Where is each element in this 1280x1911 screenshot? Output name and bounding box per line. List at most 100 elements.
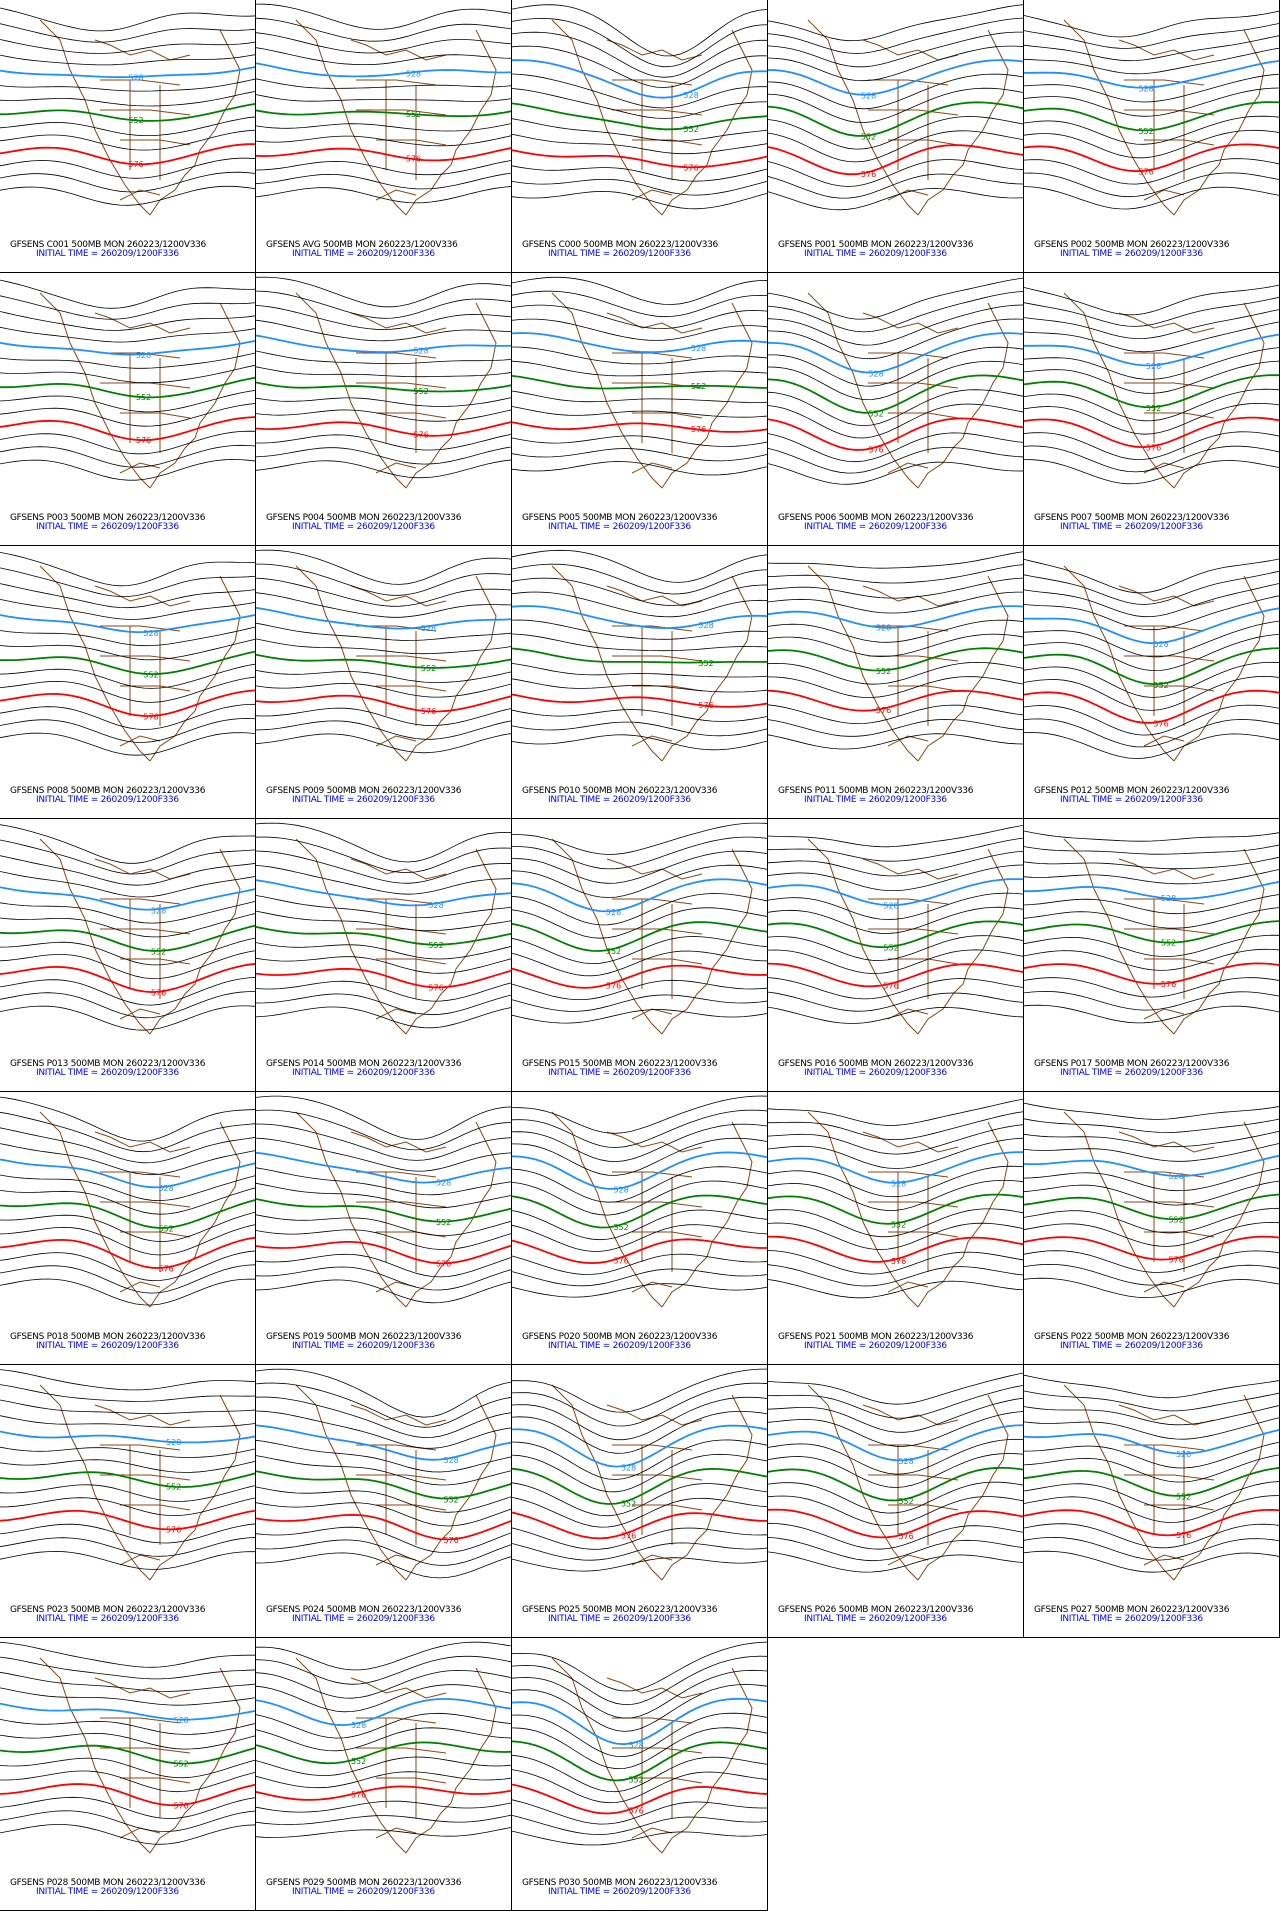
height-contour-map: 528 552 576 — [768, 1372, 1023, 1581]
contour-line — [0, 567, 255, 597]
contour-line — [1024, 158, 1279, 185]
contour-576 — [256, 967, 511, 989]
contour-528 — [1024, 1429, 1279, 1455]
contour-line — [768, 619, 1023, 643]
coastline-borders — [39, 19, 241, 216]
contour-line — [768, 564, 1023, 584]
coastline-borders — [39, 838, 241, 1035]
contour-label: 528 — [443, 1456, 458, 1465]
contour-552 — [768, 647, 1023, 672]
contour-line — [0, 364, 255, 384]
contour-528 — [512, 878, 767, 913]
contour-line — [512, 907, 767, 939]
coastline-borders — [551, 565, 753, 762]
contour-line — [768, 733, 1023, 750]
contour-528 — [256, 1151, 511, 1184]
contour-line — [0, 1770, 255, 1793]
contour-line — [0, 663, 255, 689]
contour-line — [0, 1687, 255, 1706]
contour-line — [256, 1229, 511, 1250]
contour-528 — [256, 62, 511, 78]
contour-line — [1024, 1277, 1279, 1299]
contour-line — [1024, 1207, 1279, 1234]
contour-line — [256, 1137, 511, 1172]
contour-line — [0, 458, 255, 481]
contour-line — [256, 956, 511, 974]
contour-552 — [0, 650, 255, 676]
contour-line — [1024, 894, 1279, 915]
contour-label: 552 — [613, 1223, 628, 1232]
contour-528 — [512, 1151, 767, 1190]
contour-line — [512, 864, 767, 898]
contour-552 — [512, 102, 767, 131]
contour-line — [768, 1208, 1023, 1238]
contour-label: 552 — [406, 110, 421, 119]
contour-line — [768, 661, 1023, 685]
panel-title: GFSENS P004 500MB MON 260223/1200V336 — [266, 513, 462, 523]
contour-576 — [256, 1241, 511, 1265]
contour-line — [512, 1368, 767, 1413]
contour-528 — [256, 1698, 511, 1727]
contour-line — [512, 1109, 767, 1148]
contour-line — [1024, 1118, 1279, 1133]
height-contour-map: 528 552 576 — [512, 822, 767, 1035]
contour-label: 552 — [128, 116, 143, 125]
contour-label: 552 — [1153, 681, 1168, 690]
panel-title: GFSENS P027 500MB MON 260223/1200V336 — [1034, 1605, 1230, 1615]
coastline-borders — [295, 1657, 497, 1854]
contour-line — [512, 678, 767, 693]
contour-line — [256, 1439, 511, 1473]
contour-552 — [1024, 1467, 1279, 1497]
coastline-borders — [807, 1384, 1009, 1581]
initial-time: INITIAL TIME = 260209/1200F336 — [548, 795, 691, 805]
contour-line — [768, 304, 1023, 346]
height-contour-map: 528 552 576 — [768, 1098, 1023, 1308]
contour-line — [256, 397, 511, 407]
contour-line — [512, 1830, 767, 1846]
contour-line — [1024, 676, 1279, 711]
contour-label: 576 — [698, 701, 713, 710]
initial-time: INITIAL TIME = 260209/1200F336 — [292, 795, 435, 805]
contour-line — [256, 135, 511, 147]
contour-line — [512, 1453, 767, 1493]
contour-line — [512, 893, 767, 926]
contour-line — [768, 277, 1023, 320]
contour-line — [0, 1537, 255, 1557]
contour-line — [256, 1123, 511, 1161]
contour-line — [1024, 1441, 1279, 1469]
contour-528 — [0, 1702, 255, 1721]
contour-line — [256, 577, 511, 607]
contour-label: 576 — [351, 1791, 366, 1800]
contour-line — [256, 433, 511, 451]
contour-line — [256, 865, 511, 895]
contour-line — [768, 591, 1023, 614]
contour-label: 552 — [868, 410, 883, 419]
contour-line — [768, 1522, 1023, 1550]
contour-576 — [0, 1783, 255, 1807]
contour-line — [0, 403, 255, 427]
contour-line — [0, 638, 255, 661]
contour-line — [1024, 732, 1279, 759]
contour-line — [1024, 1143, 1279, 1162]
contour-label: 576 — [173, 1802, 188, 1811]
contour-line — [0, 717, 255, 743]
initial-time: INITIAL TIME = 260209/1200F336 — [36, 1341, 179, 1351]
contour-line — [768, 188, 1023, 211]
contour-line — [0, 599, 255, 620]
contour-576 — [0, 689, 255, 717]
initial-time: INITIAL TIME = 260209/1200F336 — [804, 795, 947, 805]
contour-528 — [0, 66, 255, 79]
contour-line — [512, 979, 767, 1000]
contour-line — [768, 704, 1023, 725]
contour-528 — [512, 59, 767, 99]
contour-552 — [768, 920, 1023, 949]
contour-label: 576 — [628, 1807, 643, 1816]
contour-528 — [256, 879, 511, 907]
ensemble-map-panel: 528 552 576 GFSENS P013 500MB MON 260223/12… — [0, 819, 256, 1092]
contour-line — [512, 1641, 767, 1692]
contour-label: 528 — [151, 906, 166, 915]
contour-line — [512, 318, 767, 341]
initial-time: INITIAL TIME = 260209/1200F336 — [1060, 249, 1203, 259]
initial-time: INITIAL TIME = 260209/1200F336 — [292, 522, 435, 532]
contour-line — [512, 179, 767, 196]
